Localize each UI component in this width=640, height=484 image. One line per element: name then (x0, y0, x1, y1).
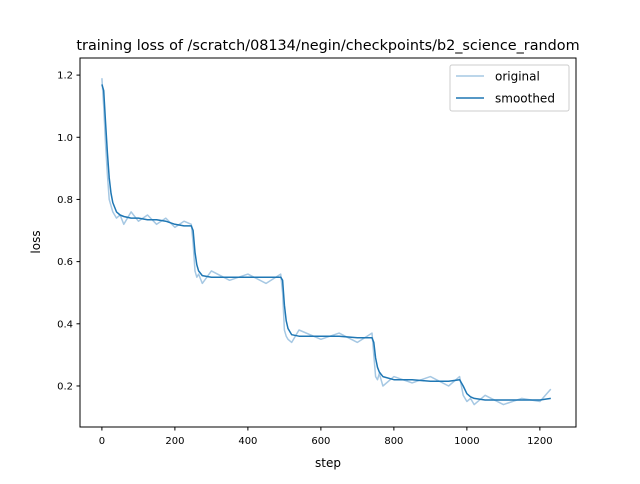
x-axis-label: step (315, 456, 341, 470)
series-line-smoothed (101, 84, 551, 401)
legend-label-original: original (495, 70, 540, 84)
x-tick-label: 200 (165, 436, 184, 447)
x-tick-label: 0 (99, 436, 105, 447)
y-tick-label: 0.4 (57, 319, 73, 330)
axes-frame (79, 57, 577, 428)
legend-label-smoothed: smoothed (495, 92, 555, 106)
legend: original smoothed (449, 64, 570, 112)
series-line-original (101, 78, 552, 406)
y-tick-label: 1.2 (57, 71, 73, 82)
x-tick-label: 800 (384, 436, 403, 447)
y-tick-label: 1.0 (57, 133, 73, 144)
y-axis: 0.2 0.4 0.6 0.8 1.0 1.2 (57, 71, 80, 392)
y-axis-label: loss (29, 230, 43, 253)
y-tick-label: 0.6 (57, 257, 73, 268)
plot-area (101, 78, 552, 406)
chart-title: training loss of /scratch/08134/negin/ch… (76, 38, 579, 54)
x-tick-label: 600 (311, 436, 330, 447)
x-axis: 0 200 400 600 800 1000 1200 (99, 427, 553, 447)
y-tick-label: 0.2 (57, 381, 73, 392)
x-tick-label: 1000 (454, 436, 479, 447)
x-tick-label: 1200 (527, 436, 552, 447)
x-tick-label: 400 (238, 436, 257, 447)
y-tick-label: 0.8 (57, 195, 73, 206)
